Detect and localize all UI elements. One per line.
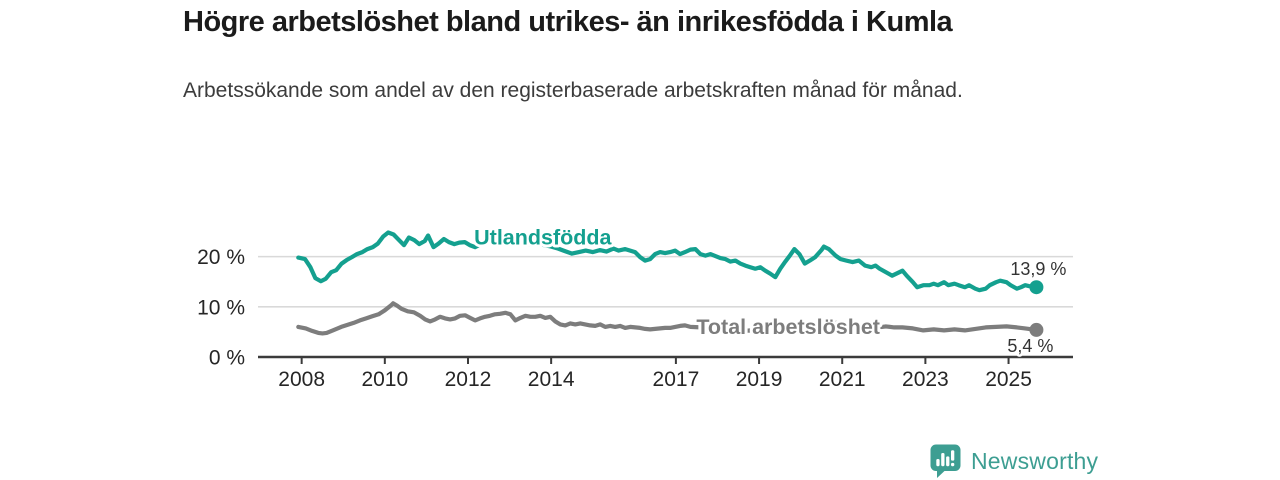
x-axis-tick-label: 2019 xyxy=(736,368,783,391)
y-axis-label: 10 % xyxy=(197,296,245,319)
series-end-dot-0 xyxy=(1029,322,1044,337)
logo-exclamation-dot xyxy=(951,462,955,467)
logo-bar-3 xyxy=(946,456,950,467)
x-axis-tick-label: 2010 xyxy=(361,368,408,391)
x-axis-tick-label: 2023 xyxy=(902,368,949,391)
chart-subtitle: Arbetssökande som andel av den registerb… xyxy=(183,79,963,103)
bar-chart-speech-bubble-icon xyxy=(930,444,961,478)
series-end-value-label-1: 13,9 % xyxy=(1010,259,1066,279)
logo-exclamation-stem xyxy=(951,450,955,461)
x-axis-tick-label: 2012 xyxy=(445,368,492,391)
series-line-1 xyxy=(296,230,1039,293)
logo-bar-1 xyxy=(936,459,940,467)
chart-header: Högre arbetslöshet bland utrikes- än inr… xyxy=(183,4,1023,107)
x-axis-tick-label: 2021 xyxy=(819,368,866,391)
x-axis-tick-label: 2017 xyxy=(653,368,700,391)
series-end-dot-1 xyxy=(1029,280,1044,295)
newsworthy-logo[interactable]: Newsworthy xyxy=(930,444,1098,478)
x-axis-tick-label: 2008 xyxy=(278,368,325,391)
series-end-value-label-0: 5,4 % xyxy=(1007,336,1053,356)
logo-bar-2 xyxy=(941,453,945,467)
y-axis-label: 20 % xyxy=(197,246,245,269)
logo-text: Newsworthy xyxy=(971,447,1099,474)
x-axis-tick-label: 2014 xyxy=(528,368,575,391)
page-title: Högre arbetslöshet bland utrikes- än inr… xyxy=(183,6,953,38)
series-label-0: Total arbetslöshet xyxy=(696,315,880,339)
x-axis-tick-label: 2025 xyxy=(985,368,1032,391)
series-label-1: Utlandsfödda xyxy=(474,226,612,250)
y-axis-label: 0 % xyxy=(209,347,245,370)
series-line-0 xyxy=(296,301,1039,336)
